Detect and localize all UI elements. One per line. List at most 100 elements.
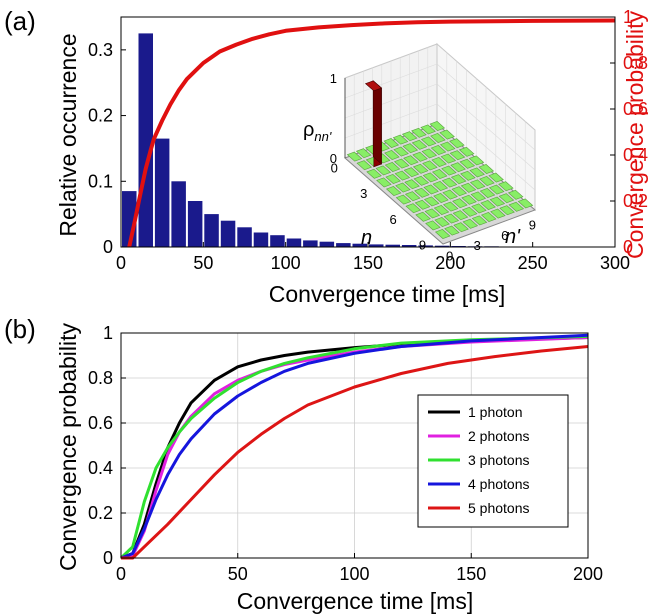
inset-floor-tile [459,158,476,169]
density-matrix-inset: 0 1 0 3 6 9 0 3 6 9 ρnn' n n' [303,42,536,263]
inset-floor-tile [422,160,438,171]
x-tick-label: 200 [435,253,465,273]
y-tick-label: 0.6 [88,413,113,433]
y-tick-label: 0.4 [88,458,113,478]
inset-floor-tile [479,188,496,198]
panel-a-x-ticks: 0 50 100 150 200 250 300 [116,242,630,273]
inset-floor-tile [451,186,468,197]
legend-label: 2 photons [468,428,530,444]
inset-floor-tile [420,136,437,147]
panel-b-x-ticks: 0 50 100 150 200 [116,553,603,584]
inset-floor-tile [355,148,372,159]
histogram-bar [253,232,269,247]
inset-floor-tile [405,203,422,214]
inset-floor-tile [478,164,495,174]
inset-floor-tile [376,177,392,188]
inset-floor-tile [366,168,382,179]
histogram-bar [336,243,351,247]
x-tick-label: 300 [600,253,630,273]
inset-col-tick: 3 [474,238,481,253]
histogram-bars [122,33,532,248]
inset-floor-tile [375,165,392,176]
inset-floor-tile [404,179,420,190]
inset-floor-tile [392,134,409,145]
histogram-bar [319,241,335,247]
y2-tick-label: 0.8 [623,53,648,73]
inset-floor-tile [452,198,468,209]
panel-b-legend: 1 photon 2 photons 3 photons 4 photons 5 pho… [417,394,569,528]
panel-b-series-lines [119,333,589,560]
inset-floor-tile [421,148,438,159]
inset-floor-tile [450,174,467,185]
histogram-bar [237,227,252,247]
inset-floor-tile [356,160,373,171]
inset-floor-tile [395,194,412,205]
x-tick-label: 0 [116,564,126,584]
inset-floor-tile [430,133,446,143]
inset-floor-tile [403,155,419,166]
inset-floor-tile [415,211,431,222]
panel-b-chart: 0 50 100 150 200 0 0.2 0.4 0.6 0.8 1 Convergence … [55,322,603,614]
inset-floor-tile [440,153,457,164]
inset-col-tick: 9 [529,218,536,233]
panel-a-chart: 0 50 100 150 200 250 300 00.10.20.3 00.20.40.6… [55,7,648,307]
x-tick-label: 200 [573,564,603,584]
inset-floor-tile [460,170,476,181]
inset-row-tick: 3 [360,186,367,201]
histogram-bar [138,33,153,248]
histogram-bar [220,220,236,247]
panel-a-x-axis-label: Convergence time [ms] [269,281,505,307]
inset-floor-tile [432,181,449,191]
panel-a-y2-axis-label: Convergence probability [622,10,648,259]
inset-floor-tile [412,151,428,162]
inset-floor-tile [458,146,475,157]
inset-floor-tile [411,139,428,150]
inset-floor-tile [443,213,460,224]
y-tick-label: 1 [103,323,113,343]
inset-floor-tile [488,172,504,183]
legend-label: 1 photon [468,404,523,420]
inset-row-label: n [361,227,372,249]
inset-floor-tile [469,167,485,178]
inset-floor-tile [434,229,451,239]
inset-floor-tile [401,131,418,142]
histogram-bar [204,214,219,247]
inset-z-tick: 0 [330,151,337,166]
inset-floor-tile [471,215,488,226]
panel-a-y-ticks: 0 0.1 0.2 0.3 [88,40,126,257]
inset-floor-tile [393,146,409,157]
inset-floor-tile [402,143,419,154]
inset-floor-tile [385,174,401,184]
panel-b-x-axis-label: Convergence time [ms] [237,588,473,614]
inset-floor-tile [517,198,534,209]
inset-row-tick: 0 [331,160,338,175]
inset-floor-tile [480,212,497,222]
inset-floor-tile [461,206,478,217]
inset-floor-tile [490,208,506,219]
inset-col-label: n' [505,226,521,248]
histogram-bar [434,245,450,247]
inset-floor-tile [468,155,485,166]
y-tick-label: 0.3 [88,40,113,60]
inset-floor-tile [479,176,495,186]
histogram-bar [369,244,384,247]
inset-floor-tile [460,182,477,193]
inset-col-tick: 0 [446,248,453,263]
y-tick-label: 0.2 [88,503,113,523]
legend-label: 3 photons [468,452,530,468]
x-tick-label: 150 [353,253,383,273]
panel-label-a: (a) [4,6,36,36]
histogram-bar [171,181,186,247]
inset-floor-tile [346,151,363,162]
y2-tick-label: 0.6 [623,99,648,119]
inset-floor-tile [450,162,466,173]
inset-floor-tile [424,208,441,219]
x-tick-label: 50 [228,564,248,584]
y-tick-label: 0.1 [88,171,113,191]
inset-floor-tile [452,210,469,221]
inset-floor-tile [394,170,411,181]
inset-floor-tile [439,129,455,140]
panel-a-y2-ticks: 0 0.2 0.4 0.6 0.8 1 [610,7,648,257]
inset-floor-tile [412,163,429,174]
panel-b-y-ticks: 0 0.2 0.4 0.6 0.8 1 [88,323,126,568]
